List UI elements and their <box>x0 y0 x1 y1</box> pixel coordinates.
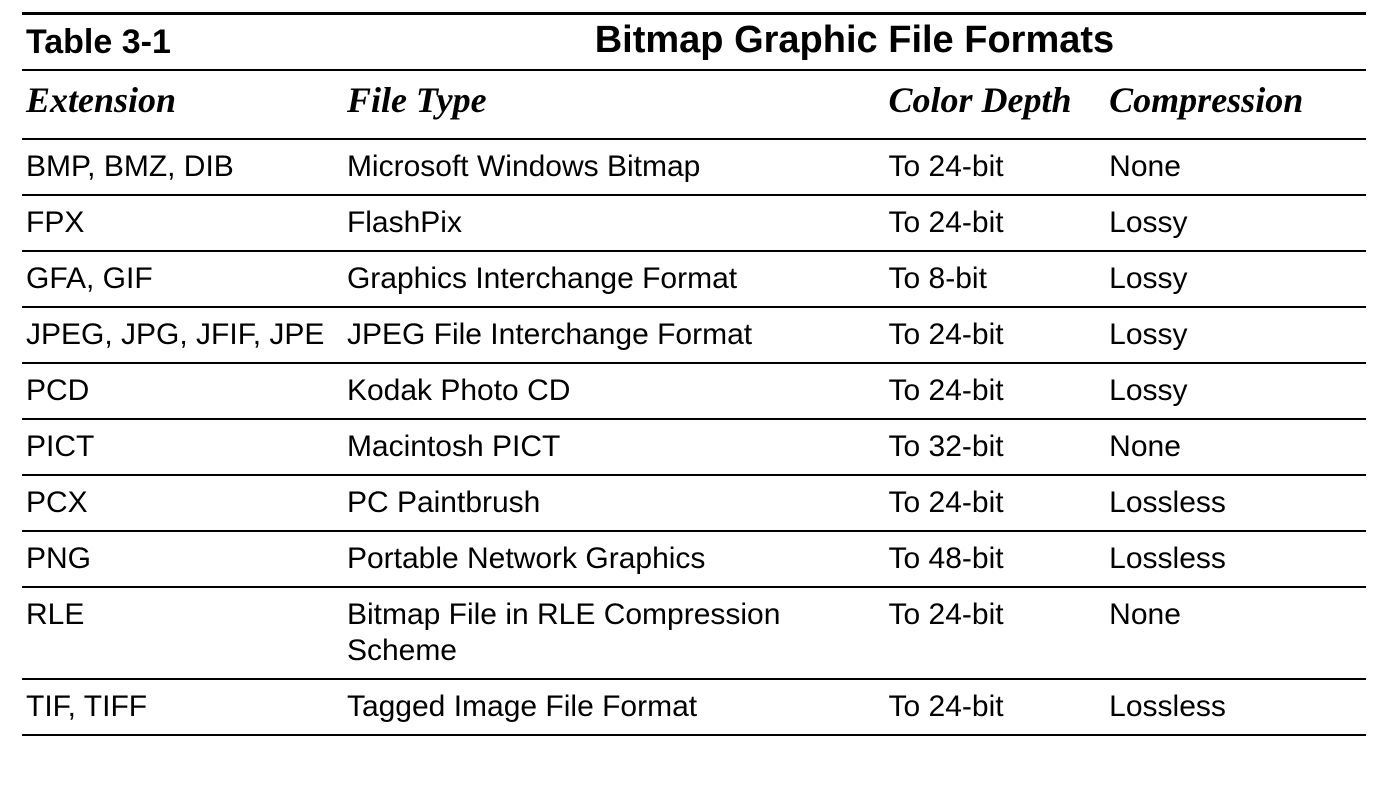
table-row: TIF, TIFF Tagged Image File Format To 24… <box>22 679 1366 735</box>
cell-color-depth: To 8-bit <box>885 251 1106 307</box>
col-header-color-depth: Color Depth <box>885 70 1106 140</box>
cell-extension: TIF, TIFF <box>22 679 343 735</box>
cell-extension: PICT <box>22 419 343 475</box>
cell-compression: Lossless <box>1105 475 1366 531</box>
table-row: PCD Kodak Photo CD To 24-bit Lossy <box>22 363 1366 419</box>
table-row: RLE Bitmap File in RLE Compression Schem… <box>22 587 1366 679</box>
cell-color-depth: To 24-bit <box>885 679 1106 735</box>
table-title-cell: Bitmap Graphic File Formats <box>343 14 1366 70</box>
cell-color-depth: To 24-bit <box>885 307 1106 363</box>
cell-compression: Lossless <box>1105 679 1366 735</box>
cell-extension: JPEG, JPG, JFIF, JPE <box>22 307 343 363</box>
cell-extension: FPX <box>22 195 343 251</box>
cell-extension: PCX <box>22 475 343 531</box>
table-label: Table 3-1 <box>26 23 171 61</box>
cell-extension: PCD <box>22 363 343 419</box>
table-title-row: Table 3-1 Bitmap Graphic File Formats <box>22 14 1366 70</box>
cell-extension: GFA, GIF <box>22 251 343 307</box>
cell-file-type: Tagged Image File Format <box>343 679 885 735</box>
cell-extension: PNG <box>22 531 343 587</box>
table-header-row: Extension File Type Color Depth Compress… <box>22 70 1366 140</box>
bitmap-formats-table: Table 3-1 Bitmap Graphic File Formats Ex… <box>22 12 1366 736</box>
table-row: JPEG, JPG, JFIF, JPE JPEG File Interchan… <box>22 307 1366 363</box>
cell-color-depth: To 24-bit <box>885 475 1106 531</box>
cell-extension: RLE <box>22 587 343 679</box>
cell-color-depth: To 48-bit <box>885 531 1106 587</box>
cell-file-type: Portable Network Graphics <box>343 531 885 587</box>
table-row: FPX FlashPix To 24-bit Lossy <box>22 195 1366 251</box>
col-header-file-type: File Type <box>343 70 885 140</box>
cell-compression: Lossless <box>1105 531 1366 587</box>
cell-color-depth: To 32-bit <box>885 419 1106 475</box>
cell-compression: None <box>1105 419 1366 475</box>
cell-compression: Lossy <box>1105 363 1366 419</box>
cell-color-depth: To 24-bit <box>885 139 1106 195</box>
page: Table 3-1 Bitmap Graphic File Formats Ex… <box>0 0 1388 756</box>
cell-file-type: Graphics Interchange Format <box>343 251 885 307</box>
table-row: PCX PC Paintbrush To 24-bit Lossless <box>22 475 1366 531</box>
cell-file-type: FlashPix <box>343 195 885 251</box>
col-header-compression: Compression <box>1105 70 1366 140</box>
cell-file-type: JPEG File Interchange Format <box>343 307 885 363</box>
cell-file-type: Bitmap File in RLE Compression Scheme <box>343 587 885 679</box>
cell-color-depth: To 24-bit <box>885 195 1106 251</box>
table-label-cell: Table 3-1 <box>22 14 343 70</box>
cell-compression: None <box>1105 587 1366 679</box>
table-row: PNG Portable Network Graphics To 48-bit … <box>22 531 1366 587</box>
cell-compression: Lossy <box>1105 307 1366 363</box>
cell-color-depth: To 24-bit <box>885 587 1106 679</box>
cell-file-type: PC Paintbrush <box>343 475 885 531</box>
cell-color-depth: To 24-bit <box>885 363 1106 419</box>
cell-compression: None <box>1105 139 1366 195</box>
table-row: GFA, GIF Graphics Interchange Format To … <box>22 251 1366 307</box>
cell-file-type: Macintosh PICT <box>343 419 885 475</box>
cell-compression: Lossy <box>1105 251 1366 307</box>
table-row: PICT Macintosh PICT To 32-bit None <box>22 419 1366 475</box>
table-title: Bitmap Graphic File Formats <box>347 21 1362 61</box>
cell-compression: Lossy <box>1105 195 1366 251</box>
table-row: BMP, BMZ, DIB Microsoft Windows Bitmap T… <box>22 139 1366 195</box>
col-header-extension: Extension <box>22 70 343 140</box>
cell-file-type: Microsoft Windows Bitmap <box>343 139 885 195</box>
cell-file-type: Kodak Photo CD <box>343 363 885 419</box>
cell-extension: BMP, BMZ, DIB <box>22 139 343 195</box>
